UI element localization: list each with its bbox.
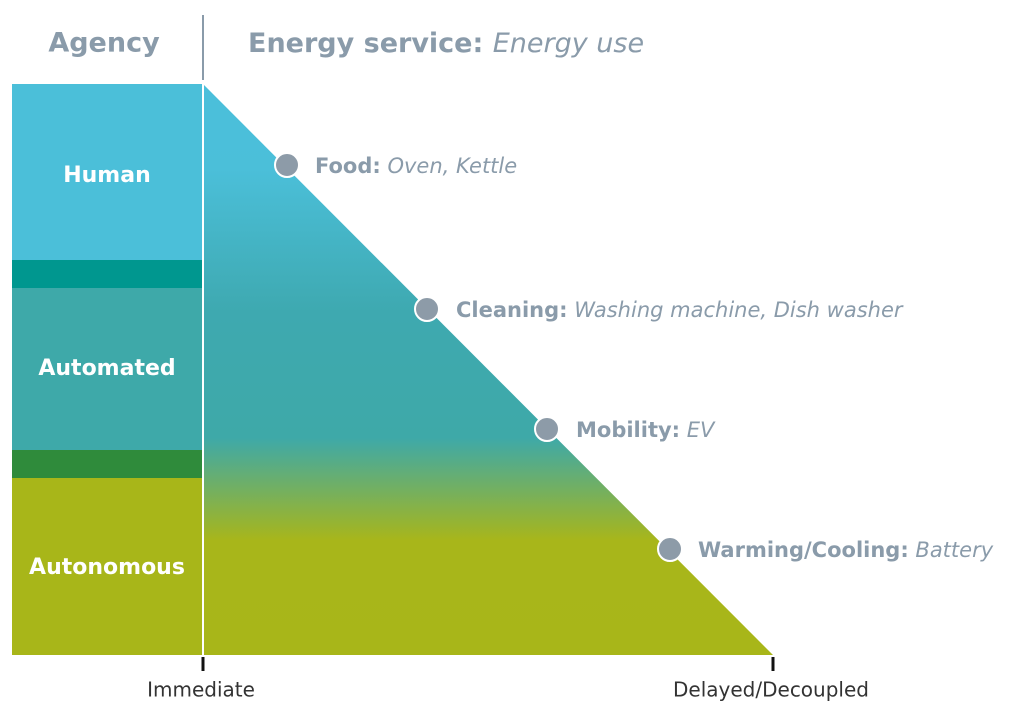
human-band <box>12 84 202 260</box>
service-name: Warming/Cooling: <box>698 538 909 562</box>
service-label: Mobility: EV <box>576 418 716 442</box>
service-devices: EV <box>687 418 716 442</box>
service-label: Cleaning: Washing machine, Dish washer <box>456 298 904 322</box>
point <box>534 416 560 442</box>
point <box>414 296 440 322</box>
transition-band <box>12 450 202 478</box>
service-value: Energy use <box>493 28 644 59</box>
service-label: Food: Oven, Kettle <box>315 154 517 178</box>
axis-start: Immediate <box>147 678 255 702</box>
transition-band <box>12 260 202 288</box>
level-label: Autonomous <box>29 555 185 580</box>
service-name: Food: <box>315 154 381 178</box>
point <box>657 536 683 562</box>
automated-band <box>12 288 202 450</box>
service-name: Mobility: <box>576 418 680 442</box>
service-points <box>274 152 683 562</box>
service-devices: Oven, Kettle <box>387 154 517 178</box>
autonomous-band <box>12 478 202 655</box>
service-header: Energy service: Energy use <box>248 28 644 59</box>
level-label: Automated <box>38 356 175 381</box>
service-name: Cleaning: <box>456 298 568 322</box>
level-label: Human <box>63 163 151 188</box>
service-devices: Battery <box>915 538 993 562</box>
axis-end: Delayed/Decoupled <box>673 678 869 702</box>
point <box>274 152 300 178</box>
service-label: Energy service: <box>248 28 483 59</box>
agency-header: Agency <box>48 28 160 59</box>
triangle <box>203 84 773 655</box>
service-devices: Washing machine, Dish washer <box>574 298 904 322</box>
service-label: Warming/Cooling: Battery <box>698 538 994 562</box>
